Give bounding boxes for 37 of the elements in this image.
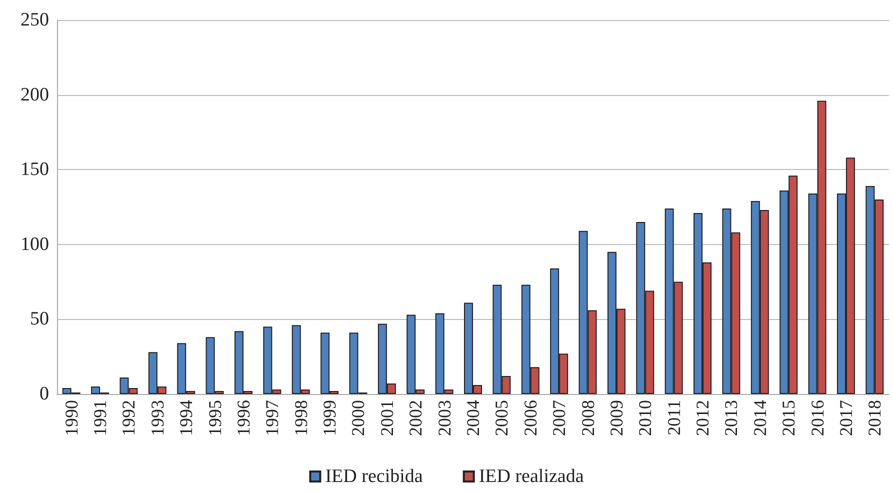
x-tick-label: 2009 [606,400,626,436]
x-tick-label: 2011 [664,400,684,436]
x-tick-label: 1997 [262,400,282,436]
x-tick-label: 2003 [434,400,454,436]
x-tick-label: 2018 [864,400,885,436]
x-tick-label: 2002 [406,400,426,436]
x-tick-label: 2004 [463,400,483,436]
x-tick-label: 2017 [836,400,856,436]
x-tick-label: 2012 [692,400,713,436]
x-tick-label: 2006 [520,400,540,436]
x-tick-label: 1991 [90,400,110,436]
x-tick-label: 2005 [492,400,512,436]
x-tick-label: 1998 [290,400,311,436]
y-tick-label: 200 [20,84,49,106]
x-tick-label: 2000 [348,400,368,436]
x-tick-label: 2008 [578,400,598,436]
x-tick-label: 2007 [549,400,570,436]
x-tick-label: 2014 [750,400,770,436]
x-tick-label: 1999 [320,400,340,436]
x-tick-label: 1996 [233,400,254,436]
y-tick-label: 100 [20,234,49,255]
x-tick-label: 1990 [61,400,82,436]
legend-label: IED recibida [325,466,424,487]
x-tick-label: 2016 [807,400,828,436]
x-tick-label: 1995 [204,400,225,436]
x-tick-label: 2001 [376,400,397,436]
y-tick-label: 250 [20,10,49,30]
x-tick-label: 1994 [176,400,196,436]
x-tick-label: 2015 [778,400,799,436]
x-tick-label: 1992 [118,400,139,436]
x-tick-label: 1993 [147,400,168,436]
y-tick-label: 50 [30,308,49,330]
x-tick-label: 2013 [721,400,742,436]
y-tick-label: 0 [40,384,49,404]
legend-label: IED realizada [478,466,584,487]
x-tick-label: 2010 [635,400,656,436]
y-tick-label: 150 [20,159,49,180]
